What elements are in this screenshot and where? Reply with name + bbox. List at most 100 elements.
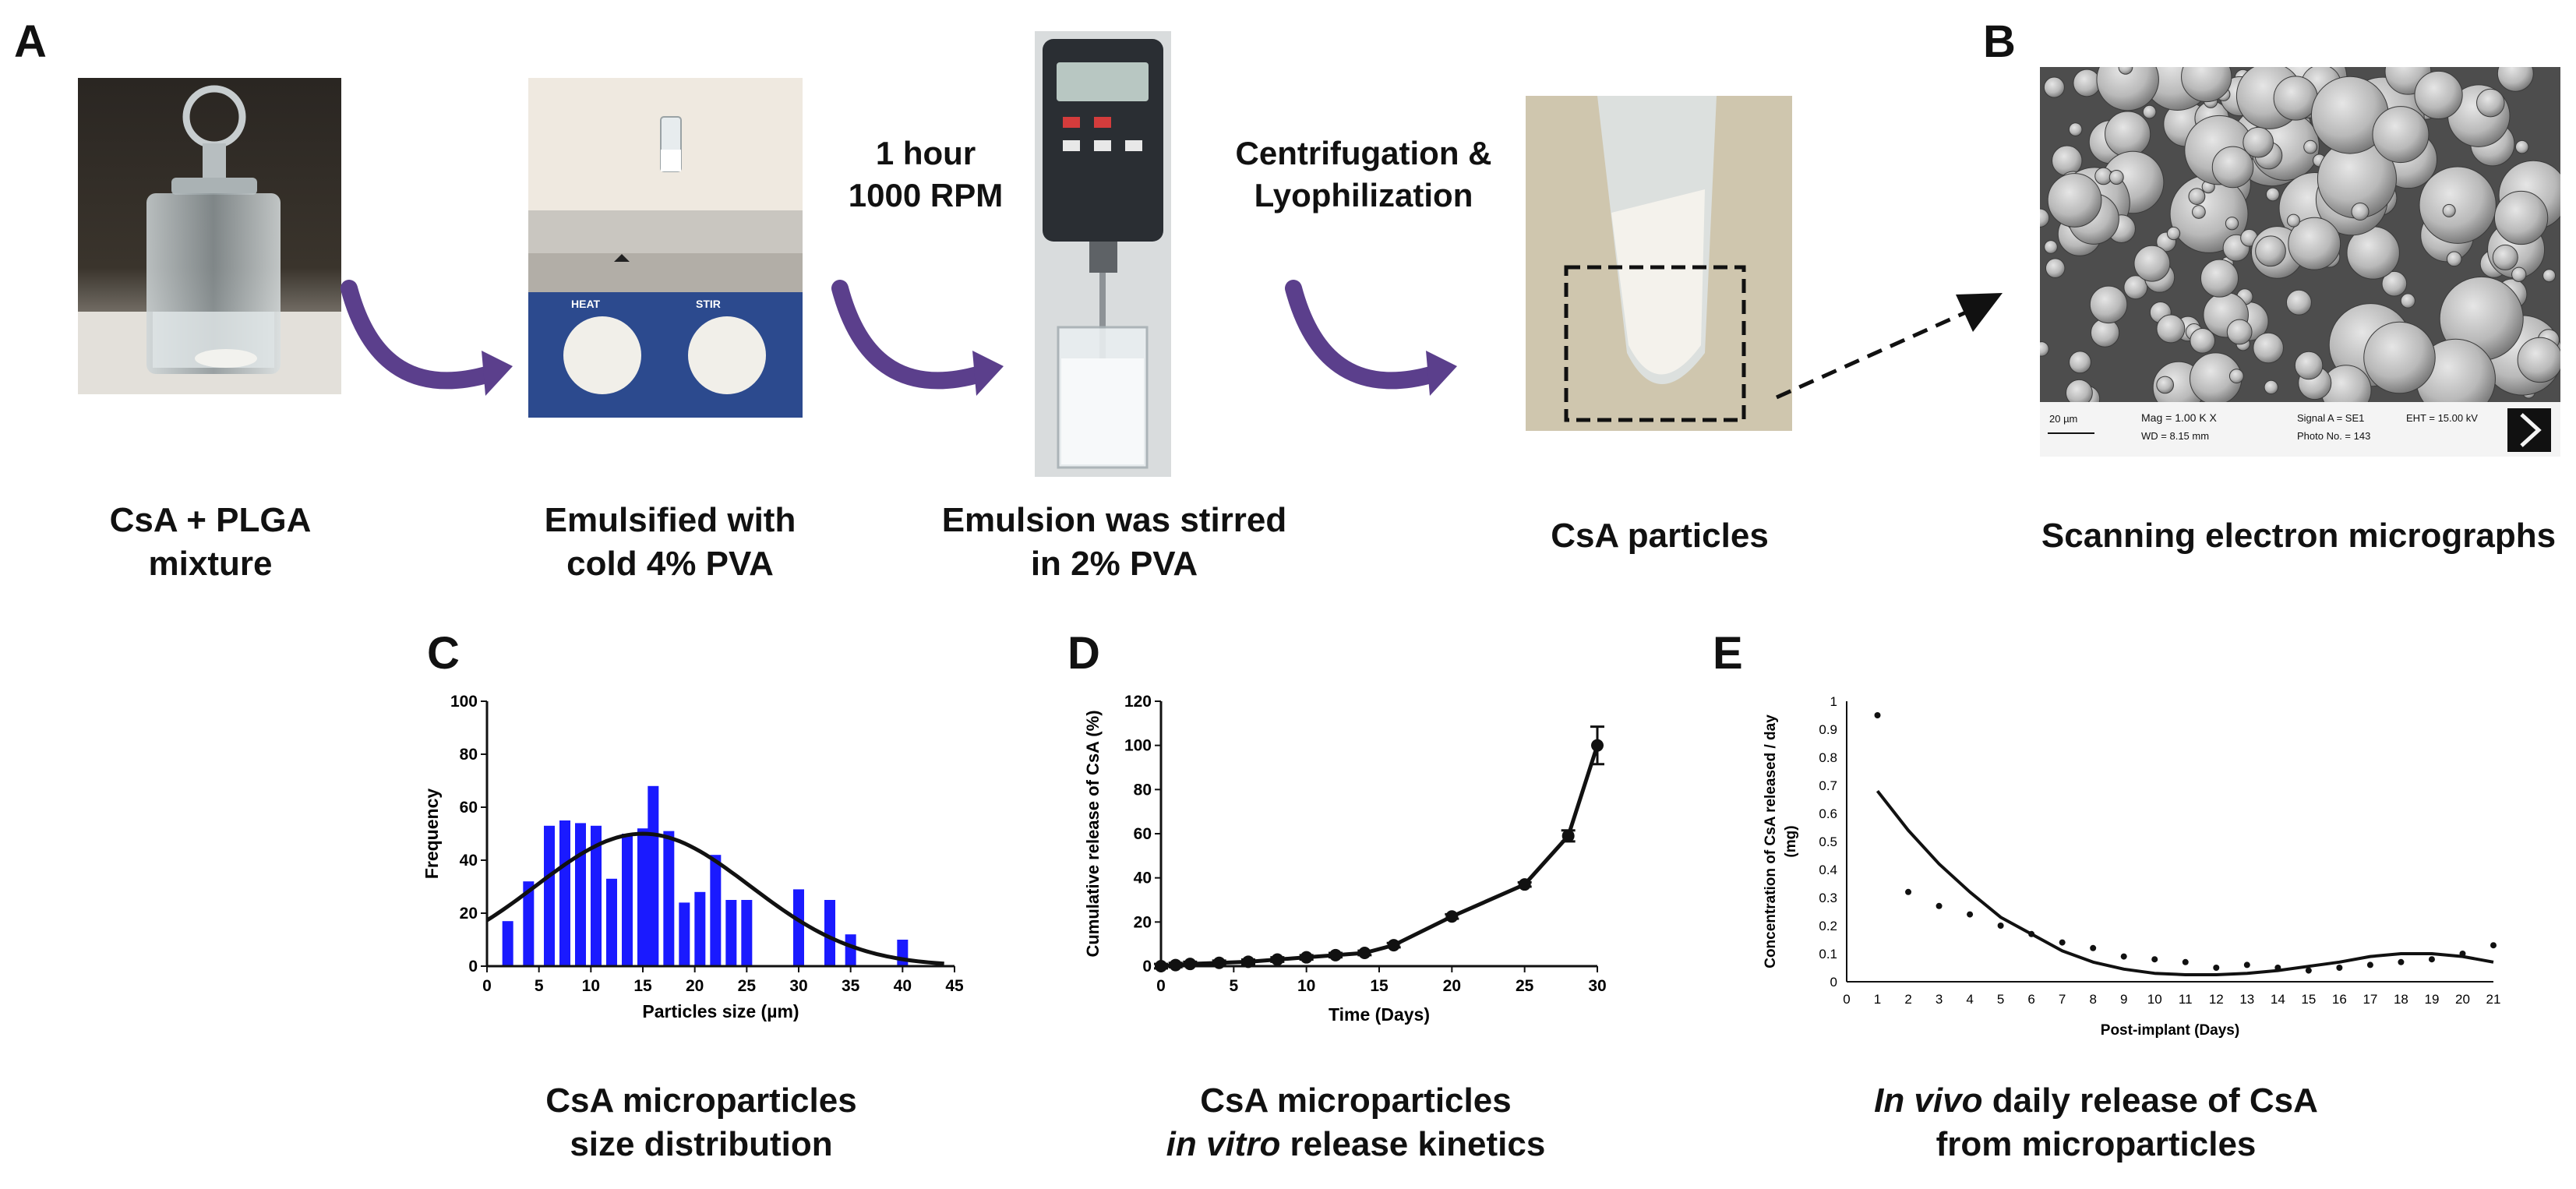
y-tick-label: 0.4 bbox=[1819, 863, 1837, 877]
gaussian-fit-curve bbox=[485, 831, 944, 966]
panel-letter-c: C bbox=[427, 628, 460, 679]
release-kinetics-chart: 0 20 40 60 80 100 120 0 5 10 15 20 25 30 Time (Days) Cu… bbox=[1083, 693, 1607, 1025]
y-tick-label: 0.7 bbox=[1819, 778, 1837, 793]
histogram-bar-5 bbox=[591, 825, 602, 966]
sem-sphere bbox=[2294, 351, 2324, 380]
data-point-3 bbox=[1212, 956, 1226, 969]
sem-sphere bbox=[2542, 269, 2557, 283]
sem-sphere bbox=[2517, 337, 2560, 383]
y-tick-label: 0.9 bbox=[1819, 722, 1837, 737]
data-point-6 bbox=[1300, 951, 1313, 964]
histogram-bar-2 bbox=[544, 825, 555, 966]
sem-sphere bbox=[2190, 327, 2216, 354]
data-point-12 bbox=[1561, 829, 1575, 842]
histogram-bar-1 bbox=[523, 881, 535, 966]
sem-wd-label: WD = 8.15 mm bbox=[2141, 430, 2209, 442]
data-point-8 bbox=[2120, 953, 2127, 960]
sem-sphere bbox=[2363, 321, 2436, 394]
panel-letter-d: D bbox=[1067, 628, 1100, 679]
release-line bbox=[1160, 744, 1600, 968]
overhead-stirrer-photo bbox=[1035, 31, 1171, 477]
x-tick-label: 12 bbox=[2209, 992, 2224, 1007]
sem-sphere bbox=[2052, 145, 2083, 176]
caption-size-distribution: CsA microparticles size distribution bbox=[468, 1079, 935, 1166]
caption-in-vitro-italic: in vitro bbox=[1166, 1125, 1281, 1163]
x-tick-label: 3 bbox=[1936, 992, 1943, 1007]
x-tick-label: 11 bbox=[2179, 992, 2193, 1007]
histogram-bar-17 bbox=[824, 900, 835, 966]
sem-sphere bbox=[2073, 69, 2101, 97]
sem-sphere bbox=[2069, 351, 2091, 374]
sem-sphere bbox=[2044, 240, 2058, 254]
x-tick-label: 10 bbox=[582, 977, 600, 995]
x-tick-label: 1 bbox=[1874, 992, 1881, 1007]
data-point-2 bbox=[1184, 958, 1197, 971]
hot-plate-icon: HEAT STIR bbox=[528, 78, 803, 418]
data-point-11 bbox=[2213, 965, 2220, 971]
histogram-bar-3 bbox=[559, 820, 570, 966]
caption-stirred-line1: Emulsion was stirred bbox=[941, 501, 1287, 539]
sem-sphere bbox=[2045, 258, 2066, 278]
y-tick-label: 80 bbox=[1134, 781, 1152, 799]
sem-sphere bbox=[2303, 139, 2317, 154]
y-axis-label: Frequency bbox=[422, 789, 442, 880]
histogram-bar-18 bbox=[845, 934, 856, 966]
sem-sphere bbox=[2200, 259, 2239, 298]
x-tick-label: 40 bbox=[894, 977, 912, 995]
data-point-13 bbox=[1591, 739, 1604, 752]
sem-sphere bbox=[2351, 203, 2370, 221]
x-tick-label: 15 bbox=[633, 977, 652, 995]
sem-sphere bbox=[2400, 293, 2415, 309]
x-tick-label: 35 bbox=[842, 977, 860, 995]
caption-in-vitro-line1: CsA microparticles bbox=[1200, 1081, 1512, 1120]
y-tick-label: 40 bbox=[1134, 870, 1152, 887]
sem-sphere bbox=[2414, 70, 2463, 120]
caption-mixture: CsA + PLGA mixture bbox=[47, 499, 374, 586]
overhead-stirrer-icon bbox=[1035, 31, 1171, 477]
sem-sphere bbox=[2493, 190, 2549, 245]
x-tick-label: 25 bbox=[738, 977, 757, 995]
sem-sphere bbox=[2285, 289, 2312, 316]
histogram-bar-9 bbox=[648, 785, 659, 966]
x-tick-label: 6 bbox=[2027, 992, 2034, 1007]
x-tick-label: 20 bbox=[686, 977, 704, 995]
x-tick-label: 19 bbox=[2424, 992, 2439, 1007]
sem-sphere bbox=[2181, 67, 2232, 103]
x-tick-label: 21 bbox=[2486, 992, 2501, 1007]
x-tick-label: 10 bbox=[1297, 977, 1315, 995]
sem-sphere bbox=[2105, 111, 2151, 157]
curved-arrow-2 bbox=[831, 280, 1004, 396]
sem-sphere bbox=[2264, 379, 2278, 395]
data-point-17 bbox=[2398, 958, 2405, 965]
sem-photo-label: Photo No. = 143 bbox=[2297, 430, 2370, 442]
curved-arrow-3 bbox=[1285, 280, 1457, 396]
sem-sphere bbox=[2211, 146, 2254, 189]
data-point-7 bbox=[1329, 948, 1342, 961]
sem-sphere bbox=[2243, 126, 2274, 158]
sem-scale-label: 20 µm bbox=[2049, 413, 2077, 425]
x-tick-label: 0 bbox=[1843, 992, 1850, 1007]
y-tick-label: 20 bbox=[1134, 913, 1152, 931]
step-label-centrifugation-line2: Lyophilization bbox=[1254, 177, 1473, 213]
x-tick-label: 20 bbox=[2455, 992, 2470, 1007]
data-point-14 bbox=[2305, 967, 2312, 974]
y-tick-label: 0.3 bbox=[1819, 891, 1837, 905]
step-label-centrifugation: Centrifugation & Lyophilization bbox=[1216, 132, 1512, 217]
y-tick-label: 0.1 bbox=[1819, 947, 1837, 961]
panel-letter-a: A bbox=[14, 16, 47, 67]
sem-eht-label: EHT = 15.00 kV bbox=[2406, 412, 2478, 424]
sem-sphere bbox=[2047, 173, 2102, 228]
y-tick-label: 0.2 bbox=[1819, 919, 1837, 933]
histogram-bar-10 bbox=[663, 831, 675, 966]
x-tick-label: 5 bbox=[1229, 977, 1238, 995]
y-tick-label: 0 bbox=[1142, 958, 1152, 976]
sem-sphere bbox=[2225, 217, 2239, 231]
sem-sphere bbox=[2286, 213, 2300, 228]
histogram-bar-6 bbox=[606, 878, 617, 966]
sem-sphere bbox=[2089, 285, 2128, 324]
x-tick-label: 2 bbox=[1904, 992, 1911, 1007]
data-point-18 bbox=[2428, 956, 2435, 963]
glass-jar-photo bbox=[78, 78, 341, 394]
sem-sphere bbox=[2226, 319, 2253, 345]
y-tick-label: 0 bbox=[1830, 975, 1837, 990]
